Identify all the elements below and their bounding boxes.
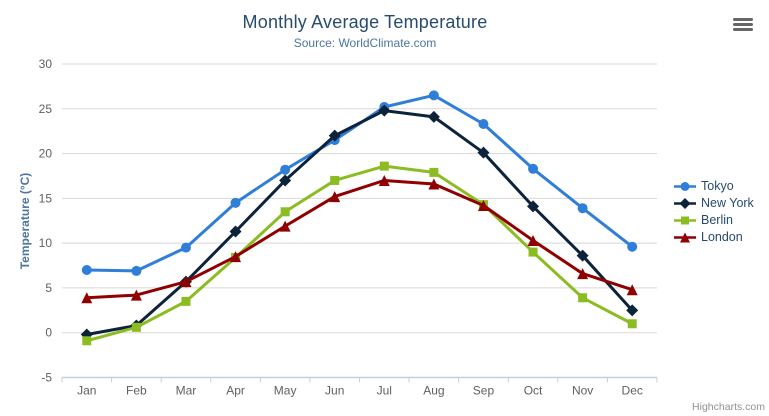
- x-axis: Jan Feb Mar Apr May Jun Jul Aug Sep Oct Nov Dec: [61, 376, 658, 398]
- legend-label: London: [701, 230, 743, 244]
- series-new-york[interactable]: [80, 104, 639, 341]
- hamburger-menu-icon: [733, 17, 753, 21]
- x-tick-label: Apr: [226, 384, 245, 398]
- x-tick-label: Oct: [524, 384, 543, 398]
- x-tick-label: Aug: [423, 384, 444, 398]
- x-tick-label: Jul: [377, 384, 392, 398]
- square-marker-icon: [674, 216, 696, 224]
- legend-label: New York: [701, 196, 754, 210]
- legend: Tokyo New York Berlin London: [674, 179, 754, 244]
- x-tick-label: Jan: [77, 384, 96, 398]
- y-tick-label: 25: [39, 102, 53, 116]
- legend-label: Tokyo: [701, 179, 734, 193]
- x-tick-label: Nov: [572, 384, 593, 398]
- legend-item-london[interactable]: London: [674, 230, 754, 244]
- y-tick-label: 0: [45, 326, 52, 340]
- x-tick-label: Mar: [176, 384, 197, 398]
- x-tick-label: May: [274, 384, 297, 398]
- chart-subtitle: Source: WorldClimate.com: [293, 36, 437, 50]
- x-tick-label: Feb: [126, 384, 147, 398]
- diamond-marker-icon: [674, 197, 696, 209]
- legend-item-berlin[interactable]: Berlin: [674, 213, 754, 227]
- series-tokyo[interactable]: [81, 90, 638, 276]
- legend-label: Berlin: [701, 213, 733, 227]
- y-tick-label: 30: [39, 57, 53, 71]
- y-tick-label: -5: [41, 371, 52, 385]
- circle-marker-icon: [674, 181, 696, 191]
- y-axis-title: Temperature (°C): [18, 172, 32, 270]
- chart-title: Monthly Average Temperature: [242, 12, 488, 32]
- y-tick-label: 15: [39, 191, 53, 205]
- x-tick-label: Dec: [622, 384, 643, 398]
- triangle-marker-icon: [674, 232, 696, 242]
- x-tick-label: Sep: [473, 384, 495, 398]
- x-tick-label: Jun: [325, 384, 344, 398]
- legend-item-new-york[interactable]: New York: [674, 196, 754, 210]
- y-tick-label: 10: [39, 236, 53, 250]
- series-london[interactable]: [81, 174, 638, 304]
- context-menu-button[interactable]: [731, 14, 755, 34]
- credits-link[interactable]: Highcharts.com: [692, 401, 765, 413]
- legend-item-tokyo[interactable]: Tokyo: [674, 179, 754, 193]
- series-berlin[interactable]: [82, 161, 637, 346]
- y-tick-label: 5: [45, 281, 52, 295]
- y-tick-label: 20: [39, 147, 53, 161]
- y-axis: -5 0 5 10 15 20 25 30: [39, 57, 657, 385]
